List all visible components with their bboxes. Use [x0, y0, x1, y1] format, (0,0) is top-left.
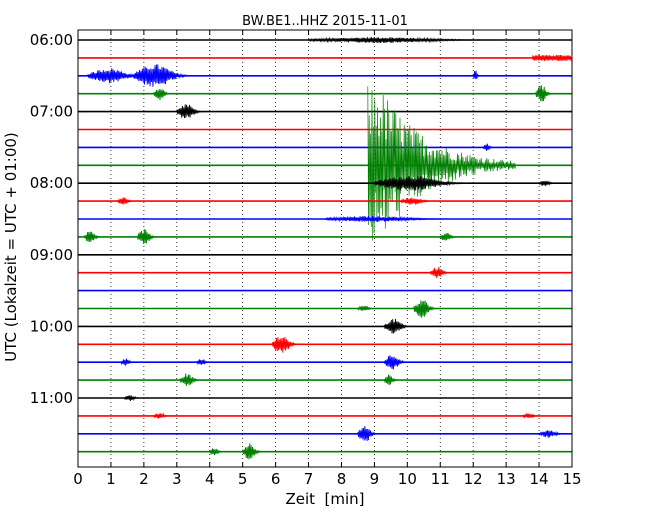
seismic-event: [535, 85, 553, 102]
seismic-event: [123, 395, 141, 402]
grid-lines: [110, 30, 540, 467]
trace-1030: [78, 355, 572, 370]
seismic-event: [196, 359, 210, 366]
trace-1000: [78, 318, 572, 334]
x-tick-label: 4: [205, 470, 215, 488]
plot-frame: [77, 29, 573, 468]
trace-0815: [78, 197, 572, 205]
x-tick-label: 12: [464, 470, 483, 488]
trace-1100: [78, 395, 572, 402]
y-tick-label: 06:00: [30, 31, 73, 49]
y-tick-label: 10:00: [30, 317, 73, 335]
seismic-event: [120, 358, 134, 366]
seismic-event: [429, 267, 451, 279]
seismic-event: [383, 374, 398, 386]
seismic-event: [324, 215, 457, 223]
seismic-event: [308, 36, 506, 44]
x-tick-label: 5: [238, 470, 248, 488]
seismic-event: [271, 336, 299, 353]
seismic-event: [133, 64, 193, 87]
x-axis-label: Zeit [min]: [285, 490, 364, 508]
trace-0630: [78, 64, 572, 87]
trace-0645: [78, 85, 572, 102]
y-tick-label: 09:00: [30, 246, 73, 264]
trace-0830: [78, 215, 572, 223]
trace-0845: [78, 229, 572, 244]
x-tick-label: 1: [106, 470, 116, 488]
trace-0700: [78, 104, 572, 119]
y-tick-label: 07:00: [30, 103, 73, 121]
trace-group: [78, 36, 572, 460]
seismic-event: [522, 413, 539, 419]
seismic-event: [84, 231, 101, 242]
trace-1015: [78, 336, 572, 353]
seismic-event: [357, 426, 378, 442]
trace-0730: [78, 143, 572, 151]
seismic-event: [179, 373, 200, 387]
trace-0615: [78, 54, 572, 61]
x-tick-label: 13: [497, 470, 516, 488]
trace-1115: [78, 412, 572, 419]
trace-0800: [78, 176, 572, 191]
x-tick-label: 11: [431, 470, 450, 488]
x-tick-label: 2: [139, 470, 149, 488]
y-tick-label: 11:00: [30, 389, 73, 407]
seismic-event: [209, 448, 223, 456]
trace-0945: [78, 300, 572, 318]
seismic-event: [400, 197, 434, 205]
seismic-event: [472, 70, 480, 80]
x-tick-label: 8: [337, 470, 347, 488]
x-tick-label: 9: [370, 470, 380, 488]
seismic-event: [176, 104, 203, 119]
seismic-event: [383, 318, 411, 334]
seismic-event: [357, 305, 375, 311]
seismic-event: [117, 197, 134, 205]
seismic-event: [153, 89, 170, 101]
chart-title: BW.BE1..HHZ 2015-11-01: [242, 14, 408, 29]
trace-1045: [78, 373, 572, 387]
x-axis-ticks: 0 1 2 3 4 5 6 7 8 9 10 11 12 13 14 15: [73, 30, 582, 488]
seismic-event: [136, 229, 158, 244]
seismic-event: [532, 54, 572, 61]
seismic-event: [538, 180, 556, 187]
seismic-event: [383, 355, 407, 370]
seismic-event: [373, 176, 474, 191]
x-tick-label: 10: [398, 470, 417, 488]
x-tick-label: 0: [73, 470, 83, 488]
trace-1145: [78, 443, 572, 460]
trace-0600: [78, 36, 572, 44]
y-axis-label: UTC (Lokalzeit = UTC + 01:00): [2, 132, 20, 362]
seismic-event: [538, 430, 566, 438]
trace-0915: [78, 267, 572, 279]
x-tick-label: 7: [304, 470, 314, 488]
x-tick-label: 6: [271, 470, 281, 488]
x-tick-label: 15: [562, 470, 581, 488]
y-tick-label: 08:00: [30, 174, 73, 192]
trace-1130: [78, 426, 572, 442]
seismic-event: [413, 300, 437, 318]
x-tick-label: 14: [530, 470, 549, 488]
seismic-event: [439, 232, 457, 241]
trace-0745: [78, 86, 572, 241]
x-tick-label: 3: [172, 470, 182, 488]
seismic-event: [153, 412, 170, 419]
seismic-event: [242, 443, 263, 460]
seismic-event: [482, 143, 493, 151]
y-axis-ticks: 06:00 07:00 08:00 09:00 10:00 11:00: [30, 31, 572, 407]
